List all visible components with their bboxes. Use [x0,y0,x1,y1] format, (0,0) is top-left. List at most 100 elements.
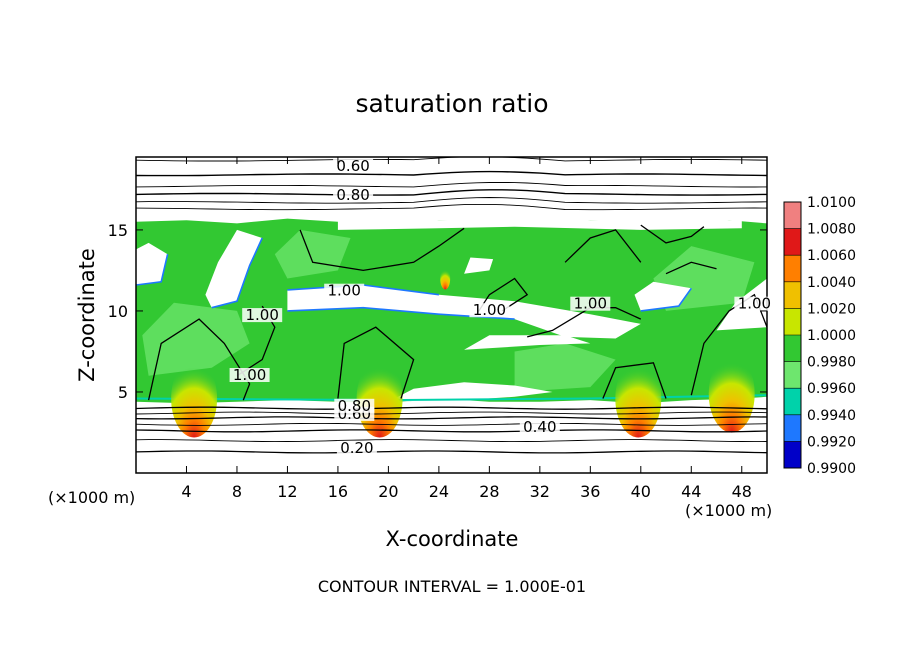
colorbar-label: 1.0060 [807,248,856,264]
contour-line-lower [136,416,767,420]
x-unit-label: (×1000 m) [685,501,772,520]
colorbar-label: 0.9900 [807,461,856,477]
contour-label: 1.00 [738,295,771,313]
slightly-subsaturated-patch [142,302,250,376]
x-axis-label: X-coordinate [386,527,519,551]
contour-line-one [665,261,717,275]
blue-fringe [136,254,169,286]
contour-labels: 0.600.801.001.001.00 1.00 1.00 1.000.600.80… [229,157,775,457]
contour-label: 1.00 [473,301,506,319]
x-tick-label: 12 [277,482,297,501]
contour-line-upper [136,203,767,211]
contour-label: 0.60 [336,157,369,175]
y-axis-label: Z-coordinate [75,248,99,382]
saturation-field [136,218,767,438]
x-tick-label: 44 [681,482,701,501]
subsaturated-gap [136,242,168,285]
contour-line-one [337,326,415,399]
y-tick-label: 15 [108,221,128,240]
colorbar-label: 1.0080 [807,222,856,238]
colorbar-swatch [784,335,801,362]
contour-line-one [299,227,465,272]
x-tick-label: 36 [580,482,600,501]
x-tick-label: 20 [378,482,398,501]
contour-label-bg [242,308,283,323]
contour-label: 0.80 [338,397,371,415]
contour-line-one [640,224,705,244]
contour-line-upper [136,197,767,204]
colorbar-swatch [784,388,801,415]
contour-interval-footer: CONTOUR INTERVAL = 1.000E-01 [318,577,586,596]
subsaturated-gap [464,335,591,350]
contour-label-bg [469,303,510,318]
contour-line-lower [136,422,767,426]
x-axis: 4 8 12 16 20 24 28 32 36 40 44 48 [181,157,752,501]
contour-label: 0.80 [336,186,369,204]
contour-label: 1.00 [233,366,266,384]
colorbar-label: 0.9960 [807,381,856,397]
contour-label-bg [336,440,377,455]
contour-line-lower [136,411,767,415]
contour-label: 1.00 [574,295,607,313]
colorbar-swatch [784,255,801,282]
x-tick-label: 8 [232,482,242,501]
contour-line-one [147,318,251,401]
plot-frame [135,156,768,474]
contour-line-lower [136,450,767,454]
colorbar-swatch [784,228,801,256]
colorbar-swatch [784,202,801,229]
contour-label-bg [334,398,375,413]
x-tick-label: 40 [631,482,651,501]
subsaturated-gap [337,220,742,230]
contour-line-lower [136,439,767,443]
colorbar-swatch [784,414,801,442]
x-tick-label: 48 [732,482,752,501]
contour-label-bg [519,419,560,434]
warm-maximum [440,267,451,290]
colorbar-label: 0.9940 [807,408,856,424]
colorbar-swatch [784,441,801,468]
contour-label: 0.40 [523,418,556,436]
x-tick-label: 4 [181,482,191,501]
slightly-subsaturated-patch [274,229,351,279]
colorbar-label: 0.9920 [807,434,856,450]
y-axis: 5 10 15 [108,221,767,402]
chart-title: saturation ratio [355,89,548,118]
colorbar-swatch [784,281,801,309]
x-tick-label: 32 [530,482,550,501]
colorbar-label: 1.0040 [807,275,856,291]
blue-fringe [211,237,263,309]
lower-edge-fringe [136,394,767,402]
contour-label-bg [333,188,374,203]
x-tick-label: 16 [328,482,348,501]
contour-label-bg [333,159,374,173]
y-unit-label: (×1000 m) [48,488,135,507]
contour-line-one [476,277,529,315]
contour-lines [136,157,767,454]
contour-line-one [602,362,667,399]
x-tick-label: 24 [429,482,449,501]
subsaturated-gap [205,229,263,308]
colorbar-swatch [784,361,801,389]
slightly-subsaturated-patch [514,343,616,392]
contour-line-upper [136,189,767,196]
contour-label-bg [734,296,775,311]
contour-label-bg [229,368,270,382]
contour-label-bg [570,296,611,311]
colorbar-label: 1.0100 [807,195,856,211]
warm-maximum [708,354,755,433]
contour-label-bg [324,283,365,298]
plot-area [136,157,767,454]
colorbar-swatch [784,308,801,335]
contour-label: 0.20 [340,439,373,457]
contour-line-lower [136,429,767,433]
contour-line-lower [136,406,767,410]
contour-label: 1.00 [327,282,360,300]
contour-line-upper [136,170,767,177]
contour-line-one [564,229,642,263]
colorbar: 1.0100 1.0080 1.0060 1.0040 1.0020 1.0000 0.99… [783,195,856,477]
warm-maximum [615,359,662,438]
colorbar-label: 1.0000 [807,328,856,344]
contour-label: 1.00 [245,306,278,324]
